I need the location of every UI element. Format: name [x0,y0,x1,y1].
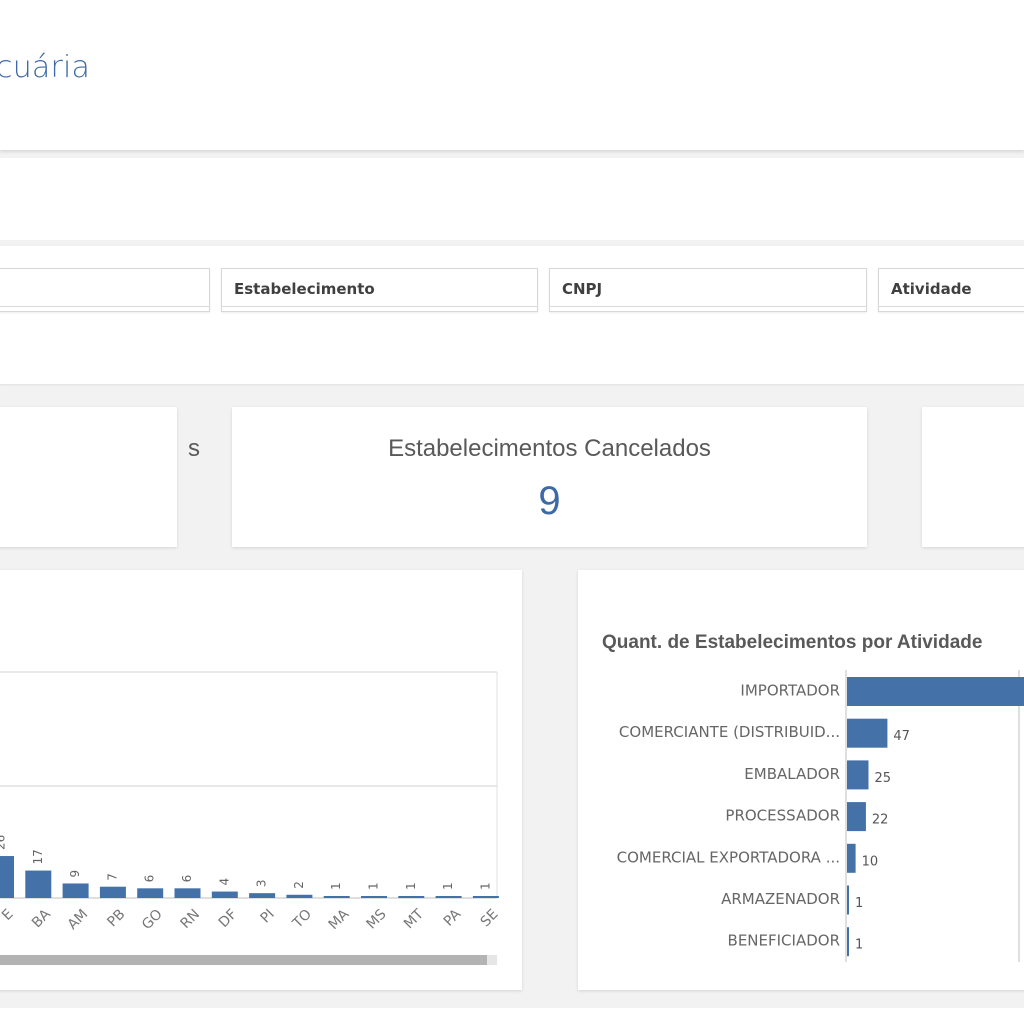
bar-ms [361,896,387,898]
filter-divider [0,306,209,307]
data-label: 22 [872,813,889,828]
bar-to [286,894,313,898]
filter-divider [550,306,866,307]
bar [847,802,866,832]
data-label: 3 [255,880,269,888]
bar [847,677,1024,706]
tick-label-mt: MT [401,906,427,932]
data-label: 1 [441,882,455,890]
bar [847,718,888,748]
chart-atividade-svg: IMPORTADOR COMERCIANTE (DISTRIBUID... 47 EM… [617,670,1024,962]
filter-panel [0,246,1024,384]
bottom-panel [0,1008,1024,1024]
data-label: 26 [0,835,8,850]
bar-am [62,883,89,898]
filter-cnpj-label: CNPJ [562,280,603,298]
bar-pb [99,886,126,898]
filter-estabelecimento-label: Estabelecimento [234,280,375,298]
chart-card-uf[interactable]: 26 E 17 BA 9 AM 7 PB 6 GO 6 RN 4 DF 3 PI 2 TO 1 MA 1 MS 1 MT 1 PA… [0,570,522,990]
data-label: 2 [292,881,306,889]
bar-se [472,896,499,898]
data-label: 1 [855,938,863,953]
tick-label-am: AM [65,906,92,933]
tick-label-to: TO [289,906,315,932]
tick-label-se: SE [478,906,502,930]
data-label: 7 [105,873,119,881]
tick-label-e: E [0,906,17,924]
bar [847,885,849,915]
chart-card-atividade[interactable]: Quant. de Estabelecimentos por Atividade… [578,570,1024,990]
kpi-card-left[interactable]: s [0,407,200,547]
tick-label-ms: MS [363,906,389,932]
data-label: 1 [855,896,863,911]
filter-divider [879,306,1024,307]
kpi-card-cancelados[interactable]: Estabelecimentos Cancelados 9 [232,407,867,547]
bar-e [0,856,14,898]
data-label: 25 [875,771,892,786]
bar [847,927,849,957]
toolbar-panel [0,158,1024,240]
bar [847,843,856,873]
category-label: COMERCIANTE (DISTRIBUID... [619,723,840,741]
tick-label-ba: BA [29,906,54,931]
category-label: COMERCIAL EXPORTADORA ... [617,848,840,866]
app-header: cuária [0,0,1024,150]
data-label: 6 [143,875,157,883]
category-label: BENEFICIADOR [728,932,840,950]
scrollbar-thumb [0,955,487,965]
tick-label-go: GO [139,906,166,933]
data-label: 6 [180,875,194,883]
tick-label-df: DF [216,906,241,931]
category-label: IMPORTADOR [740,682,840,700]
kpi-left-title: s [188,435,200,462]
kpi-card-right[interactable] [922,407,1024,547]
data-label: 1 [367,882,381,890]
kpi-cancelados-title: Estabelecimentos Cancelados [388,435,711,462]
bar-rn [174,888,201,898]
bar-df [211,891,238,898]
bar-pa [435,896,462,898]
bar-ma [323,896,350,898]
data-label: 4 [217,878,231,886]
data-label: 1 [329,882,343,890]
filter-atividade[interactable]: Atividade [878,268,1024,312]
page-title: cuária [0,50,91,85]
chart-uf-svg: 26 E 17 BA 9 AM 7 PB 6 GO 6 RN 4 DF 3 PI 2 TO 1 MA 1 MS 1 MT 1 PA… [0,671,502,965]
tick-label-pi: PI [258,906,278,926]
tick-label-rn: RN [178,906,204,932]
kpi-cancelados-value: 9 [538,479,561,523]
data-label: 1 [404,882,418,890]
bar [847,760,869,790]
filter-cnpj[interactable]: CNPJ [549,268,867,312]
category-label: PROCESSADOR [725,807,840,825]
chart-atividade-title: Quant. de Estabelecimentos por Atividade [602,632,983,653]
bar-mt [398,896,425,898]
bar-go [137,888,164,898]
data-label: 1 [478,882,492,890]
filter-atividade-label: Atividade [891,280,972,298]
tick-label-pb: PB [104,906,128,930]
filter-first[interactable] [0,268,210,312]
data-label: 9 [68,870,82,878]
category-label: ARMAZENADOR [721,890,840,908]
bar-ba [25,870,52,898]
tick-label-ma: MA [326,906,353,933]
category-label: EMBALADOR [744,765,840,783]
filter-divider [222,306,537,307]
data-label: 10 [862,854,879,869]
data-label: 47 [893,729,910,744]
tick-label-pa: PA [441,906,465,930]
data-label: 17 [31,849,45,864]
bar-pi [249,893,276,898]
filter-estabelecimento[interactable]: Estabelecimento [221,268,538,312]
